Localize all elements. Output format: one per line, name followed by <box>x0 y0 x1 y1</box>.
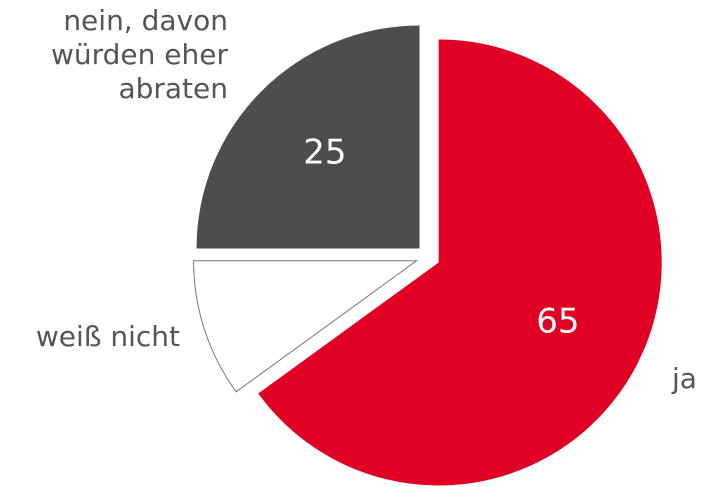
pie-slice <box>193 260 419 393</box>
pie-slice <box>196 25 420 249</box>
value-label: 65 <box>536 302 579 342</box>
category-label: nein, davon würden eher abraten <box>50 4 228 105</box>
value-label: 25 <box>303 132 346 172</box>
pie-slice <box>258 39 662 486</box>
category-label: ja <box>672 362 697 395</box>
category-label: weiß nicht <box>35 320 180 353</box>
